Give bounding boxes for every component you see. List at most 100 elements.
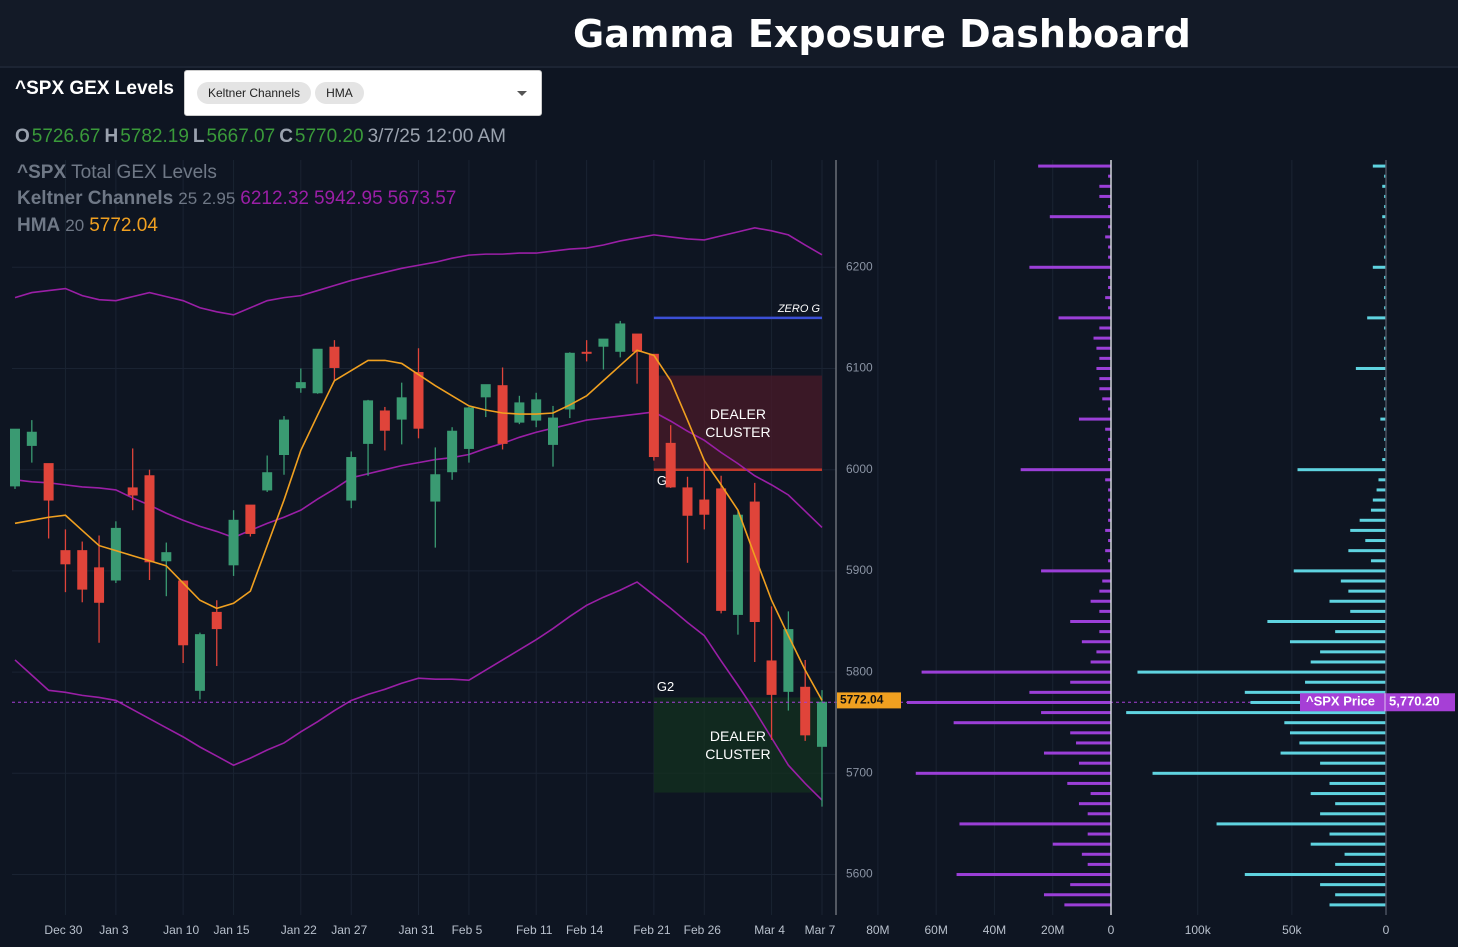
y-tick-label: 6000 — [846, 462, 873, 476]
gex-bar — [1384, 356, 1386, 360]
gex-bar — [1289, 640, 1386, 644]
candle-body — [548, 417, 558, 445]
gex-bar — [1099, 356, 1111, 360]
gex-bar — [1335, 893, 1386, 897]
candle-body — [262, 472, 273, 491]
legend-value: 6212.32 — [240, 188, 309, 209]
gex-bar — [1058, 316, 1111, 320]
gex-bar — [1029, 690, 1111, 694]
gex-bar — [1335, 630, 1386, 634]
gex-bar — [1372, 498, 1386, 502]
x-tick-label: Mar 7 — [805, 923, 836, 937]
x-tick-label: Feb 11 — [516, 923, 553, 937]
price-tag-label: ^SPX Price — [1306, 694, 1375, 709]
gex-bar — [1052, 842, 1111, 846]
ohlc-value: 5770.20 — [294, 126, 364, 147]
gex-bar — [1029, 265, 1111, 269]
gex-bar — [1070, 620, 1111, 624]
candle-body — [800, 686, 811, 736]
x-tick-label: 0 — [1383, 923, 1390, 937]
gex-bar — [1329, 903, 1386, 907]
gex-bar — [1384, 194, 1386, 198]
gex-bar — [1105, 296, 1111, 300]
indicator-chip[interactable]: Keltner Channels — [197, 82, 312, 104]
gex-bar — [1090, 792, 1111, 796]
candle-body — [110, 527, 121, 581]
gex-bar — [1108, 245, 1111, 249]
indicator-chip[interactable]: HMA — [315, 82, 364, 104]
candle-body — [144, 475, 155, 563]
gex-bar — [1064, 903, 1111, 907]
candle-body — [682, 487, 693, 516]
legend-line: ^SPX Total GEX Levels — [17, 162, 217, 184]
dropdown-caret[interactable] — [517, 91, 527, 96]
legend-value: 5772.04 — [89, 215, 158, 236]
gex-bar — [1280, 751, 1386, 755]
gex-bar — [1335, 862, 1386, 866]
price-tag — [1300, 693, 1455, 712]
gex-bar — [1329, 599, 1386, 603]
gex-bar — [1020, 468, 1111, 472]
panel-title: ^SPX GEX Levels — [15, 78, 174, 99]
candle-body — [312, 348, 323, 394]
hma-tag — [837, 692, 901, 709]
gex-bar — [1365, 539, 1386, 543]
gex-bar — [1340, 579, 1386, 583]
y-tick-label: 6200 — [846, 259, 873, 273]
candle-body — [632, 333, 643, 352]
candle-body — [245, 504, 256, 534]
gex-bar — [959, 822, 1111, 826]
header — [0, 0, 1458, 68]
gex-bar — [1384, 235, 1386, 239]
x-tick-label: 60M — [924, 923, 947, 937]
gex-bar — [1087, 832, 1111, 836]
gex-bar — [1384, 306, 1386, 310]
gex-bar — [1099, 377, 1111, 381]
gex-bar — [1320, 812, 1386, 816]
ohlc-value: 5667.07 — [206, 126, 276, 147]
gex-bar — [1329, 832, 1386, 836]
dealer-cluster-zone — [653, 697, 822, 793]
candle-body — [581, 351, 592, 354]
y-tick-label: 5900 — [846, 563, 873, 577]
x-tick-label: Feb 14 — [566, 923, 604, 937]
candle-body — [329, 346, 340, 368]
keltner-upper — [14, 226, 823, 316]
gex-bar — [1108, 447, 1111, 451]
gex-bar — [1099, 184, 1111, 188]
x-tick-label: Jan 22 — [281, 923, 317, 937]
candle-body — [699, 499, 710, 515]
y-tick-label: 5700 — [846, 765, 873, 779]
gex-bar — [1096, 346, 1111, 350]
indicator-dropdown[interactable]: Keltner Channels HMA — [184, 70, 542, 116]
x-tick-label: Feb 5 — [452, 923, 483, 937]
gex-bar — [1293, 569, 1386, 573]
x-tick-label: Jan 27 — [331, 923, 367, 937]
gex-bar — [1081, 640, 1111, 644]
gex-bar — [1099, 387, 1111, 391]
gex-bar — [1067, 781, 1111, 785]
legend-text: Total GEX Levels — [71, 162, 217, 183]
zone-label: DEALER CLUSTER — [705, 405, 771, 440]
gex-bar — [907, 700, 1111, 704]
gex-bar — [1267, 620, 1386, 624]
candle-body — [665, 442, 676, 488]
gex-bar — [1299, 741, 1386, 745]
gex-bar — [956, 873, 1111, 877]
gex-bar — [915, 771, 1111, 775]
y-tick-label: 5600 — [846, 867, 873, 881]
gex-bar — [1384, 174, 1386, 178]
gex-bar — [1384, 377, 1386, 381]
gex-bar — [1284, 721, 1386, 725]
x-tick-label: Jan 3 — [99, 923, 129, 937]
x-tick-label: Dec 30 — [44, 923, 82, 937]
hma-tag-value: 5772.04 — [840, 693, 884, 707]
gex-bar — [1108, 275, 1111, 279]
gex-bar — [1078, 761, 1111, 765]
candle-body — [10, 428, 20, 487]
gex-bar — [1335, 802, 1386, 806]
gex-bar — [1087, 862, 1111, 866]
gex-bar — [1090, 599, 1111, 603]
gex-bar — [1384, 427, 1386, 431]
gex-bar — [1105, 478, 1111, 482]
